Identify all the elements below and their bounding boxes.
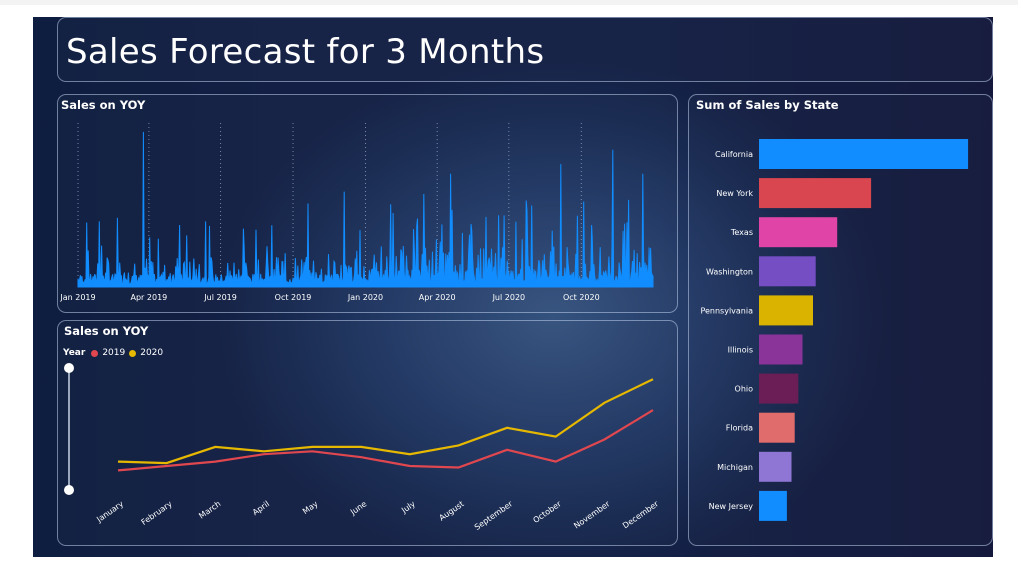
- month-tick-label: April: [251, 499, 271, 517]
- sales-yoy-daily-card[interactable]: Sales on YOY Jan 2019 Apr 2019 Jul 2019 Oct…: [57, 94, 678, 313]
- sales-yoy-daily-title: Sales on YOY: [61, 98, 146, 112]
- bar-new-york[interactable]: [759, 178, 872, 209]
- line-series-2019[interactable]: [117, 409, 654, 472]
- bar-pennsylvania[interactable]: [759, 295, 813, 326]
- browser-top-strip: [0, 0, 1018, 5]
- bar-ohio[interactable]: [759, 373, 799, 404]
- bar-florida[interactable]: [759, 412, 795, 443]
- month-tick-label: September: [473, 499, 515, 532]
- state-label: Illinois: [728, 346, 753, 355]
- bar-california[interactable]: [759, 139, 969, 169]
- month-tick-label: July: [399, 499, 417, 515]
- legend-label-2019[interactable]: 2019: [102, 348, 126, 358]
- zoom-slider-top-handle[interactable]: [64, 363, 74, 373]
- state-label: Ohio: [735, 385, 754, 394]
- x-tick-label: Jul 2019: [203, 293, 237, 302]
- sales-by-state-card[interactable]: Sum of Sales by State California New York…: [688, 94, 993, 546]
- state-label: New York: [716, 189, 753, 198]
- x-tick-label: Oct 2020: [563, 293, 600, 302]
- bar-texas[interactable]: [759, 217, 838, 248]
- legend-dot-2019: [91, 349, 99, 357]
- sales-yoy-monthly-title: Sales on YOY: [64, 324, 149, 338]
- month-tick-label: March: [197, 499, 222, 520]
- sales-by-state-chart[interactable]: California New York Texas Washington Pennsyl…: [689, 95, 992, 545]
- bar-illinois[interactable]: [759, 334, 803, 365]
- month-tick-label: June: [348, 499, 368, 517]
- month-tick-label: December: [621, 499, 661, 531]
- bar-new-jersey[interactable]: [759, 490, 787, 521]
- bar-washington[interactable]: [759, 256, 816, 287]
- bar-michigan[interactable]: [759, 451, 792, 482]
- legend-title: Year: [63, 348, 86, 358]
- state-label: Pennsylvania: [700, 306, 753, 315]
- x-tick-label: Oct 2019: [275, 293, 312, 302]
- year-legend[interactable]: Year 2019 2020: [63, 348, 163, 358]
- state-label: Washington: [706, 267, 753, 276]
- state-label: Florida: [726, 424, 753, 433]
- month-tick-label: May: [301, 499, 320, 516]
- sales-area-series[interactable]: [77, 131, 654, 288]
- state-label: New Jersey: [709, 502, 754, 511]
- legend-dot-2020: [129, 349, 137, 357]
- month-tick-label: October: [531, 499, 563, 525]
- x-tick-label: Jul 2020: [492, 293, 526, 302]
- state-label: Texas: [730, 228, 753, 237]
- x-tick-label: Jan 2019: [59, 293, 95, 302]
- sales-yoy-daily-chart[interactable]: Jan 2019 Apr 2019 Jul 2019 Oct 2019 Jan 2020…: [58, 95, 677, 312]
- sales-yoy-monthly-card[interactable]: Sales on YOY Year 2019 2020 January Febru…: [57, 320, 678, 546]
- month-tick-label: January: [94, 499, 125, 524]
- zoom-slider-track[interactable]: [64, 363, 74, 495]
- x-tick-label: Jan 2020: [347, 293, 383, 302]
- report-canvas: Sales Forecast for 3 Months Sales on YOY…: [33, 17, 993, 557]
- state-label: Michigan: [717, 463, 753, 472]
- title-card: Sales Forecast for 3 Months: [57, 17, 993, 82]
- legend-label-2020[interactable]: 2020: [140, 348, 164, 358]
- zoom-slider-bottom-handle[interactable]: [64, 485, 74, 495]
- sales-yoy-monthly-chart[interactable]: January February March April May June July Augu…: [58, 321, 677, 545]
- month-tick-label: February: [140, 499, 174, 527]
- line-series-2020[interactable]: [117, 378, 654, 465]
- state-label: California: [715, 150, 753, 159]
- month-tick-label: August: [438, 499, 466, 522]
- month-tick-label: November: [572, 499, 612, 531]
- page-title: Sales Forecast for 3 Months: [66, 32, 545, 72]
- x-tick-label: Apr 2020: [419, 293, 456, 302]
- sales-by-state-title: Sum of Sales by State: [696, 98, 839, 112]
- x-tick-label: Apr 2019: [131, 293, 168, 302]
